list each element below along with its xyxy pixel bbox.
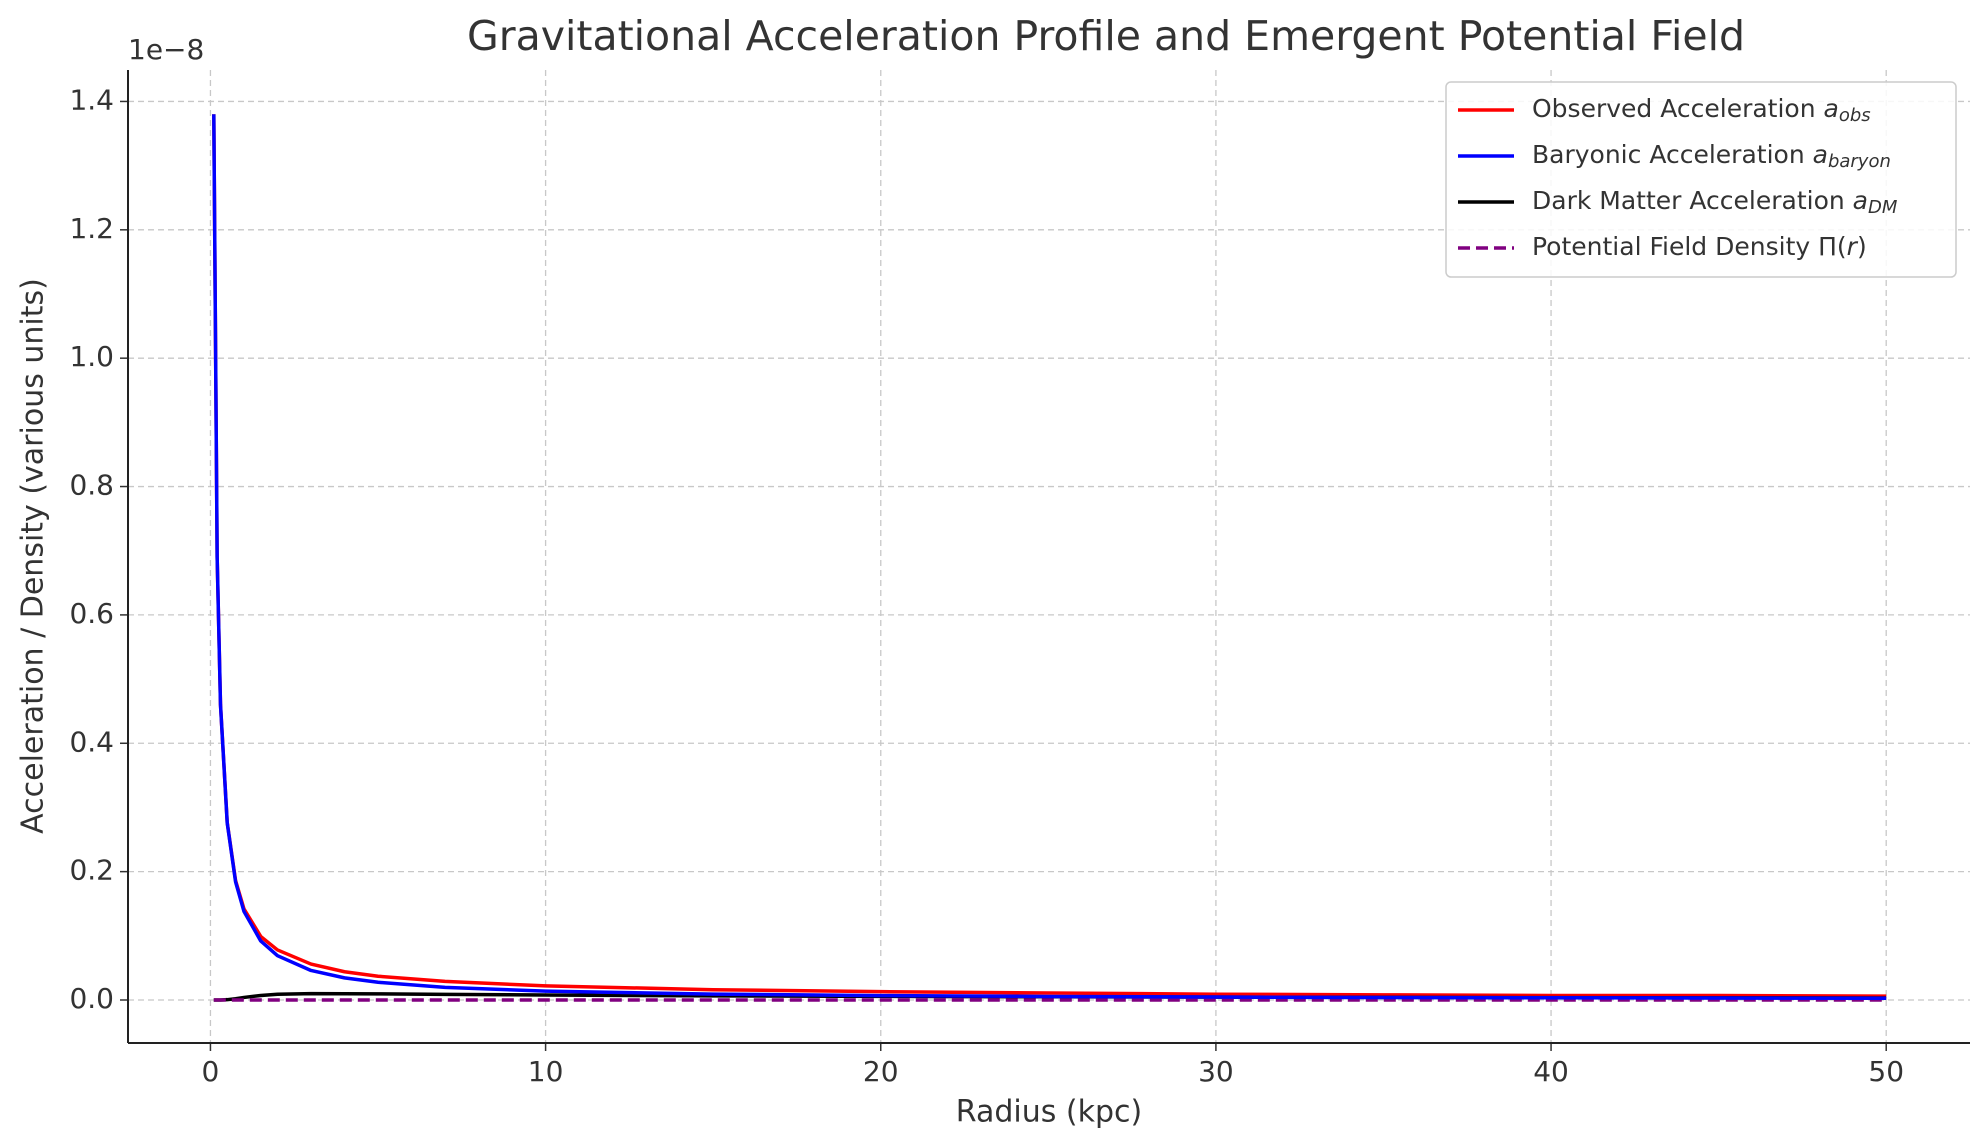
legend-box bbox=[1445, 81, 1957, 278]
y-tick-label: 1.4 bbox=[69, 83, 114, 116]
x-tick-label: 10 bbox=[528, 1055, 564, 1088]
y-tick-label: 0.8 bbox=[69, 469, 114, 502]
y-tick-label: 0.2 bbox=[69, 854, 114, 887]
y-tick-label: 1.2 bbox=[69, 212, 114, 245]
y-tick-label: 1.0 bbox=[69, 340, 114, 373]
y-tick-label: 0.6 bbox=[69, 597, 114, 630]
x-tick-label: 30 bbox=[1198, 1055, 1234, 1088]
y-offset-label: 1e−8 bbox=[128, 33, 204, 66]
chart-title: Gravitational Acceleration Profile and E… bbox=[467, 12, 1745, 60]
x-tick-label: 50 bbox=[1868, 1055, 1904, 1088]
y-tick-label: 0.4 bbox=[69, 725, 114, 758]
series-line bbox=[212, 114, 1887, 1000]
legend-label: Dark Matter Acceleration aDM bbox=[1532, 186, 1898, 218]
y-tick-label: 0.0 bbox=[69, 982, 114, 1015]
legend-label: Baryonic Acceleration abaryon bbox=[1532, 140, 1891, 172]
x-tick-label: 20 bbox=[863, 1055, 899, 1088]
x-axis-label: Radius (kpc) bbox=[956, 1095, 1142, 1130]
legend-label: Observed Acceleration aobs bbox=[1532, 94, 1871, 126]
legend-label: Potential Field Density Π(r) bbox=[1532, 232, 1867, 261]
x-tick-label: 40 bbox=[1533, 1055, 1569, 1088]
x-tick-label: 0 bbox=[202, 1055, 220, 1088]
y-axis-label: Acceleration / Density (various units) bbox=[16, 278, 51, 834]
